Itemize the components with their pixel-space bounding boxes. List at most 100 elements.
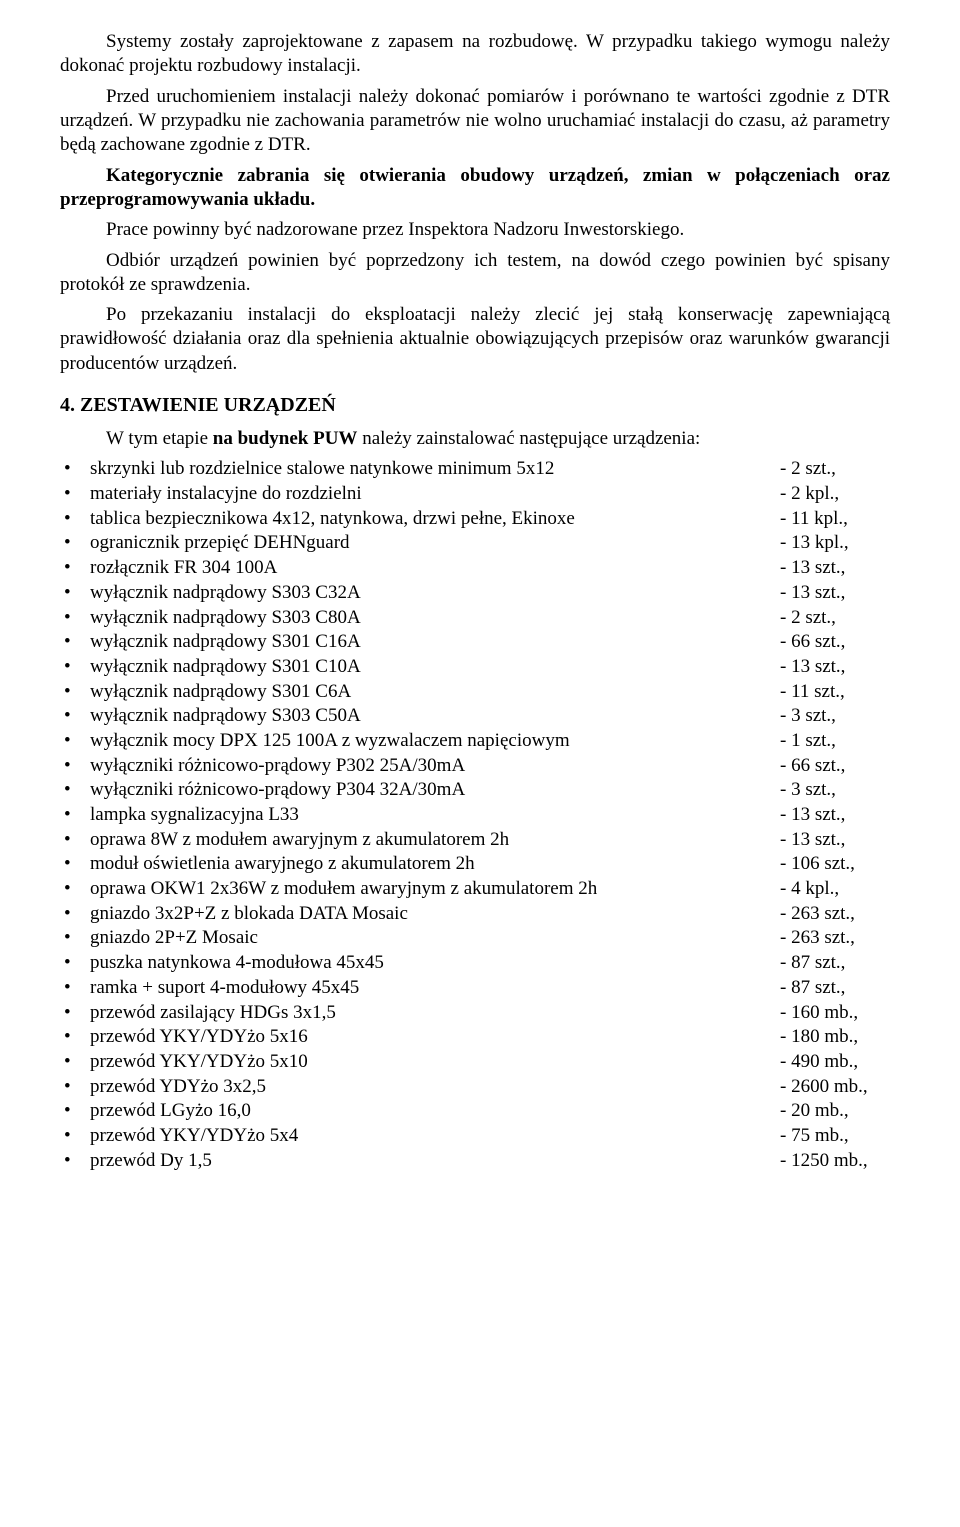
document-page: Systemy zostały zaprojektowane z zapasem… [0,0,960,1527]
device-list-item: •moduł oświetlenia awaryjnego z akumulat… [64,852,890,877]
device-list-item: •wyłączniki różnicowo-prądowy P302 25A/3… [64,754,890,779]
bullet-icon: • [64,1124,90,1149]
device-quantity: - 66 szt., [780,754,890,779]
device-quantity: - 66 szt., [780,630,890,655]
device-name: wyłącznik nadprądowy S301 C6A [90,680,780,705]
intro-prefix: W tym etapie [106,428,213,449]
device-quantity: - 180 mb., [780,1025,890,1050]
bullet-icon: • [64,803,90,828]
device-name: ramka + suport 4-modułowy 45x45 [90,976,780,1001]
bullet-icon: • [64,482,90,507]
device-quantity: - 87 szt., [780,976,890,1001]
device-quantity: - 20 mb., [780,1099,890,1124]
bullet-icon: • [64,976,90,1001]
device-list-item: •rozłącznik FR 304 100A- 13 szt., [64,556,890,581]
intro-bold: na budynek PUW [213,428,358,449]
device-quantity: - 13 szt., [780,655,890,680]
bullet-icon: • [64,581,90,606]
device-quantity: - 2 szt., [780,606,890,631]
paragraph-1: Systemy zostały zaprojektowane z zapasem… [60,30,890,79]
bullet-icon: • [64,754,90,779]
device-name: moduł oświetlenia awaryjnego z akumulato… [90,852,780,877]
device-quantity: - 13 szt., [780,581,890,606]
device-name: puszka natynkowa 4-modułowa 45x45 [90,951,780,976]
device-list-item: •przewód YKY/YDYżo 5x10- 490 mb., [64,1050,890,1075]
bullet-icon: • [64,704,90,729]
device-quantity: - 13 szt., [780,828,890,853]
device-quantity: - 13 szt., [780,556,890,581]
bullet-icon: • [64,828,90,853]
device-quantity: - 2 kpl., [780,482,890,507]
device-name: wyłączniki różnicowo-prądowy P302 25A/30… [90,754,780,779]
bullet-icon: • [64,1050,90,1075]
device-list-item: •oprawa OKW1 2x36W z modułem awaryjnym z… [64,877,890,902]
device-name: ogranicznik przepięć DEHNguard [90,531,780,556]
bullet-icon: • [64,1025,90,1050]
bullet-icon: • [64,1075,90,1100]
device-list-item: •gniazdo 2P+Z Mosaic- 263 szt., [64,926,890,951]
bullet-icon: • [64,507,90,532]
device-name: przewód YKY/YDYżo 5x4 [90,1124,780,1149]
device-name: skrzynki lub rozdzielnice stalowe natynk… [90,457,780,482]
bullet-icon: • [64,655,90,680]
device-list-item: •wyłączniki różnicowo-prądowy P304 32A/3… [64,778,890,803]
device-name: przewód YDYżo 3x2,5 [90,1075,780,1100]
device-list-item: •wyłącznik nadprądowy S301 C6A- 11 szt., [64,680,890,705]
bullet-icon: • [64,877,90,902]
bullet-icon: • [64,680,90,705]
device-name: wyłącznik nadprądowy S303 C50A [90,704,780,729]
device-list-item: •przewód YKY/YDYżo 5x16- 180 mb., [64,1025,890,1050]
bullet-icon: • [64,778,90,803]
device-name: wyłącznik nadprądowy S301 C16A [90,630,780,655]
device-name: przewód Dy 1,5 [90,1149,780,1174]
device-list: •skrzynki lub rozdzielnice stalowe natyn… [60,457,890,1173]
device-quantity: - 2600 mb., [780,1075,890,1100]
device-quantity: - 2 szt., [780,457,890,482]
bullet-icon: • [64,926,90,951]
device-quantity: - 11 kpl., [780,507,890,532]
section-intro: W tym etapie na budynek PUW należy zains… [60,427,890,451]
device-name: wyłącznik nadprądowy S303 C32A [90,581,780,606]
device-list-item: •wyłącznik nadprądowy S303 C32A- 13 szt.… [64,581,890,606]
bullet-icon: • [64,531,90,556]
device-name: przewód zasilający HDGs 3x1,5 [90,1001,780,1026]
device-quantity: - 13 kpl., [780,531,890,556]
device-list-item: •wyłącznik nadprądowy S303 C50A- 3 szt., [64,704,890,729]
device-quantity: - 106 szt., [780,852,890,877]
intro-suffix: należy zainstalować następujące urządzen… [357,428,700,449]
device-list-item: •przewód LGyżo 16,0- 20 mb., [64,1099,890,1124]
bullet-icon: • [64,1099,90,1124]
device-quantity: - 75 mb., [780,1124,890,1149]
device-list-item: •przewód Dy 1,5- 1250 mb., [64,1149,890,1174]
device-list-item: •skrzynki lub rozdzielnice stalowe natyn… [64,457,890,482]
device-quantity: - 263 szt., [780,902,890,927]
device-list-item: •tablica bezpiecznikowa 4x12, natynkowa,… [64,507,890,532]
device-list-item: •oprawa 8W z modułem awaryjnym z akumula… [64,828,890,853]
section-heading: 4. ZESTAWIENIE URZĄDZEŃ [60,394,890,417]
paragraph-6: Po przekazaniu instalacji do eksploatacj… [60,303,890,376]
device-list-item: •przewód YDYżo 3x2,5- 2600 mb., [64,1075,890,1100]
device-list-item: •wyłącznik mocy DPX 125 100A z wyzwalacz… [64,729,890,754]
device-quantity: - 3 szt., [780,778,890,803]
device-quantity: - 11 szt., [780,680,890,705]
device-name: wyłącznik nadprądowy S303 C80A [90,606,780,631]
device-list-item: •lampka sygnalizacyjna L33- 13 szt., [64,803,890,828]
device-quantity: - 1 szt., [780,729,890,754]
bullet-icon: • [64,630,90,655]
device-list-item: •ramka + suport 4-modułowy 45x45- 87 szt… [64,976,890,1001]
device-name: wyłącznik nadprądowy S301 C10A [90,655,780,680]
device-quantity: - 87 szt., [780,951,890,976]
bullet-icon: • [64,556,90,581]
device-list-item: •gniazdo 3x2P+Z z blokada DATA Mosaic- 2… [64,902,890,927]
device-name: materiały instalacyjne do rozdzielni [90,482,780,507]
device-name: przewód YKY/YDYżo 5x16 [90,1025,780,1050]
paragraph-3-bold: Kategorycznie zabrania się otwierania ob… [60,164,890,213]
device-name: wyłączniki różnicowo-prądowy P304 32A/30… [90,778,780,803]
paragraph-5: Odbiór urządzeń powinien być poprzedzony… [60,249,890,298]
paragraph-2: Przed uruchomieniem instalacji należy do… [60,85,890,158]
device-quantity: - 4 kpl., [780,877,890,902]
device-name: przewód LGyżo 16,0 [90,1099,780,1124]
bullet-icon: • [64,729,90,754]
bullet-icon: • [64,1001,90,1026]
device-quantity: - 1250 mb., [780,1149,890,1174]
